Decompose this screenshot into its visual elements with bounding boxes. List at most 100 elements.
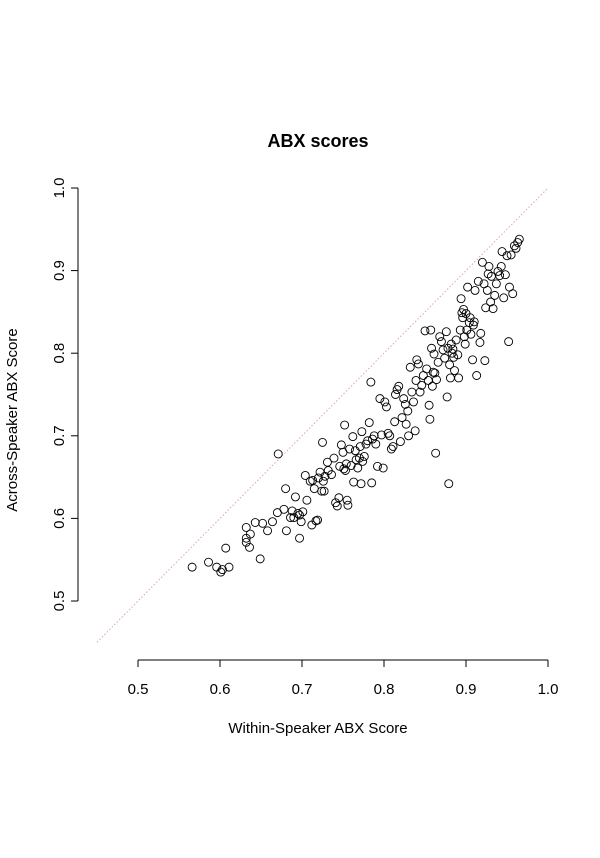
data-point — [341, 466, 350, 475]
data-point — [327, 470, 336, 480]
data-point — [427, 381, 437, 391]
data-point — [403, 406, 413, 416]
data-point — [336, 440, 346, 450]
data-point — [295, 533, 304, 543]
data-point — [391, 390, 400, 399]
data-point — [423, 376, 433, 385]
data-point — [469, 317, 479, 327]
data-point — [468, 355, 478, 365]
data-point — [436, 337, 446, 347]
data-point — [511, 243, 521, 253]
data-point — [508, 289, 518, 299]
data-point — [255, 554, 265, 564]
data-point — [491, 279, 501, 289]
y-tick-label: 0.9 — [51, 260, 68, 281]
data-point — [385, 431, 395, 441]
data-point — [309, 484, 319, 494]
data-point — [470, 285, 480, 295]
data-point — [463, 282, 473, 292]
data-point — [415, 387, 425, 397]
data-point — [477, 257, 487, 267]
data-point — [482, 285, 492, 295]
data-point — [268, 517, 277, 527]
data-point — [399, 394, 409, 404]
chart-title: ABX scores — [267, 131, 368, 151]
x-tick-label: 0.7 — [292, 681, 313, 698]
data-point — [466, 329, 476, 339]
data-point — [514, 234, 524, 244]
data-point — [281, 526, 291, 536]
data-point — [480, 356, 490, 366]
y-tick-label: 0.8 — [51, 343, 68, 364]
data-point — [329, 453, 339, 463]
data-point — [493, 266, 503, 276]
data-point — [442, 392, 452, 402]
x-tick-label: 1.0 — [538, 681, 559, 698]
data-point — [429, 349, 439, 359]
data-point — [341, 459, 351, 469]
data-point — [447, 348, 457, 358]
data-point — [250, 518, 260, 527]
x-axis: 0.5 0.6 0.7 0.8 0.9 1.0 — [128, 659, 559, 698]
data-point — [481, 303, 491, 313]
data-point — [497, 247, 507, 257]
data-point — [382, 402, 391, 412]
x-tick-label: 0.9 — [456, 681, 477, 698]
data-point — [432, 375, 441, 385]
data-point — [451, 335, 461, 345]
x-tick-label: 0.6 — [210, 681, 231, 698]
data-point — [363, 436, 373, 446]
data-point — [430, 368, 440, 378]
data-point — [504, 337, 514, 347]
data-point — [476, 328, 486, 338]
data-point — [456, 294, 466, 304]
data-point — [400, 399, 410, 409]
data-point — [298, 507, 308, 517]
data-point — [468, 320, 478, 330]
data-point — [354, 453, 364, 463]
data-point — [411, 376, 421, 385]
data-point — [308, 475, 318, 485]
data-point — [342, 495, 352, 505]
data-point — [486, 297, 496, 307]
data-point — [302, 495, 312, 505]
data-point — [346, 461, 356, 470]
data-point — [438, 345, 448, 355]
y-tick-label: 0.5 — [51, 591, 68, 612]
data-point — [454, 373, 464, 383]
data-point — [355, 442, 365, 451]
plot-area — [96, 187, 549, 643]
data-point — [339, 464, 349, 474]
data-point — [340, 420, 350, 430]
data-point — [388, 442, 398, 451]
data-point — [490, 290, 500, 300]
data-point — [397, 413, 407, 423]
data-point — [483, 269, 493, 279]
data-point — [431, 448, 441, 458]
data-point — [413, 359, 423, 369]
data-point — [313, 473, 323, 483]
data-point — [317, 486, 327, 496]
data-point — [204, 557, 213, 567]
data-point — [460, 339, 470, 349]
data-point — [472, 371, 482, 380]
data-point — [224, 562, 234, 572]
y-tick-label: 0.7 — [51, 425, 68, 446]
data-point — [378, 463, 388, 473]
data-point — [509, 241, 519, 251]
data-point — [394, 381, 404, 391]
data-point — [343, 500, 353, 510]
data-point — [318, 437, 327, 447]
data-point — [390, 417, 400, 427]
data-point — [488, 304, 498, 314]
data-point — [386, 444, 396, 454]
data-point — [367, 478, 377, 488]
data-point — [245, 542, 254, 552]
data-point — [484, 262, 494, 271]
data-points — [187, 234, 524, 577]
data-point — [241, 523, 251, 532]
data-point — [453, 350, 463, 360]
data-point — [356, 479, 366, 489]
data-point — [395, 437, 405, 447]
data-point — [445, 360, 455, 370]
